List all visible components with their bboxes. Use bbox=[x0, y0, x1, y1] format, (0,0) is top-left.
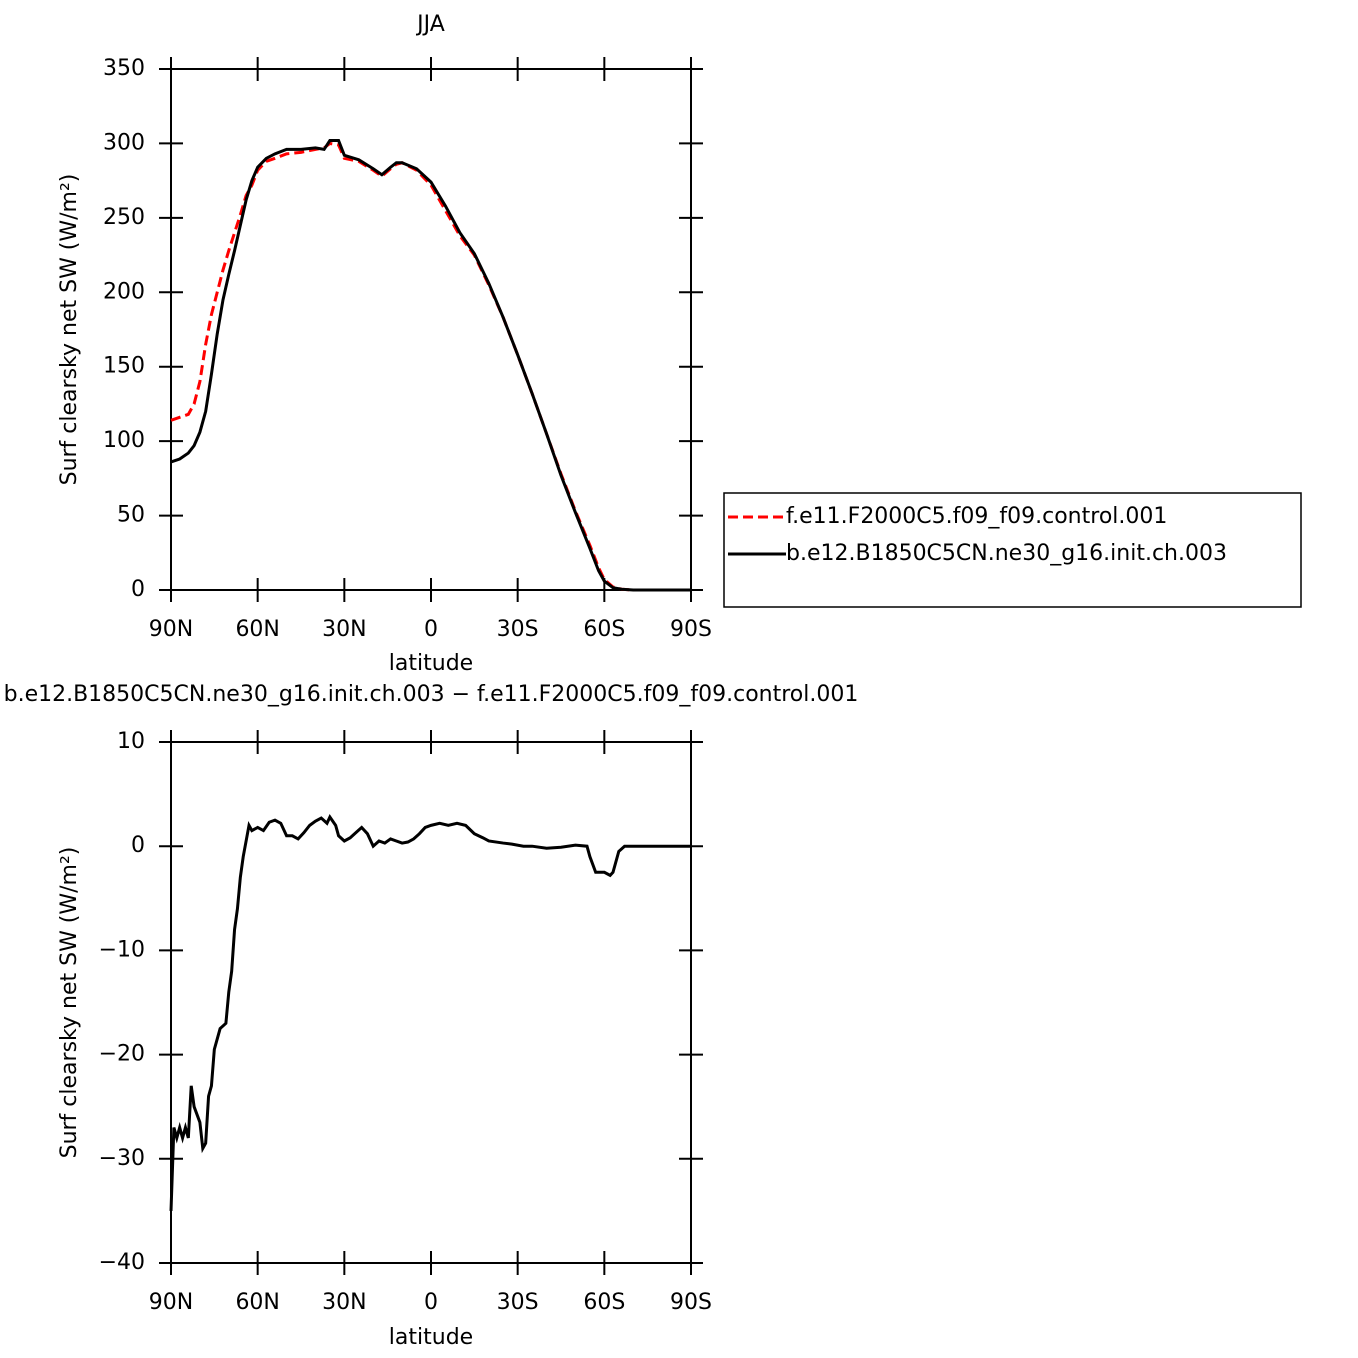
y-tick-label: 100 bbox=[103, 428, 145, 453]
data-line bbox=[169, 814, 691, 1211]
y-tick-label: −20 bbox=[99, 1042, 145, 1067]
x-tick-label: 30N bbox=[322, 617, 366, 642]
y-tick-label: 200 bbox=[103, 279, 145, 304]
chart-title: b.e12.B1850C5CN.ne30_g16.init.ch.003 − f… bbox=[4, 682, 859, 707]
y-tick-label: 250 bbox=[103, 205, 145, 230]
y-tick-label: 10 bbox=[117, 729, 145, 754]
x-tick-label: 60N bbox=[235, 617, 279, 642]
legend-label: f.e11.F2000C5.f09_f09.control.001 bbox=[786, 504, 1167, 529]
x-tick-label: 30N bbox=[322, 1290, 366, 1315]
x-tick-label: 0 bbox=[424, 617, 438, 642]
x-tick-label: 60S bbox=[583, 617, 625, 642]
y-tick-label: 50 bbox=[117, 503, 145, 528]
x-tick-label: 90S bbox=[670, 617, 712, 642]
y-tick-label: −40 bbox=[99, 1250, 145, 1275]
x-tick-label: 30S bbox=[497, 617, 539, 642]
y-axis-label: Surf clearsky net SW (W/m²) bbox=[57, 847, 82, 1159]
plot-frame bbox=[170, 741, 692, 1264]
chart-title: JJA bbox=[415, 12, 445, 37]
legend-label: b.e12.B1850C5CN.ne30_g16.init.ch.003 bbox=[786, 541, 1227, 566]
x-tick-label: 90S bbox=[670, 1290, 712, 1315]
y-tick-label: 150 bbox=[103, 354, 145, 379]
y-tick-label: 300 bbox=[103, 130, 145, 155]
x-axis-label: latitude bbox=[389, 1325, 473, 1350]
plot-frame bbox=[170, 68, 692, 591]
x-tick-label: 0 bbox=[424, 1290, 438, 1315]
x-tick-label: 30S bbox=[497, 1290, 539, 1315]
y-axis-label: Surf clearsky net SW (W/m²) bbox=[57, 174, 82, 486]
x-axis-label: latitude bbox=[389, 651, 473, 676]
legend-box bbox=[723, 492, 1302, 608]
x-tick-label: 90N bbox=[149, 1290, 193, 1315]
data-line bbox=[170, 138, 691, 592]
x-tick-label: 60N bbox=[235, 1290, 279, 1315]
x-tick-label: 60S bbox=[583, 1290, 625, 1315]
y-tick-label: −30 bbox=[99, 1146, 145, 1171]
x-tick-label: 90N bbox=[149, 617, 193, 642]
data-line bbox=[170, 141, 691, 592]
y-tick-label: 0 bbox=[131, 577, 145, 602]
y-tick-label: 350 bbox=[103, 56, 145, 81]
y-tick-label: −10 bbox=[99, 937, 145, 962]
y-tick-label: 0 bbox=[131, 833, 145, 858]
